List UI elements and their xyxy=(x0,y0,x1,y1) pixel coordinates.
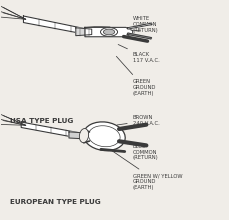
Text: GREEN W/ YELLOW
GROUND
(EARTH): GREEN W/ YELLOW GROUND (EARTH) xyxy=(112,151,182,190)
Polygon shape xyxy=(21,122,80,138)
Text: EUROPEAN TYPE PLUG: EUROPEAN TYPE PLUG xyxy=(10,199,101,205)
Text: BLUE
COMMON
(RETURN): BLUE COMMON (RETURN) xyxy=(116,138,158,160)
Text: BLACK
117 V.A.C.: BLACK 117 V.A.C. xyxy=(118,44,159,63)
Ellipse shape xyxy=(79,128,89,143)
Polygon shape xyxy=(76,28,92,36)
Polygon shape xyxy=(127,33,152,39)
Polygon shape xyxy=(127,23,152,29)
Polygon shape xyxy=(69,132,85,139)
Text: BROWN
240 V.A.C.: BROWN 240 V.A.C. xyxy=(117,116,159,126)
Ellipse shape xyxy=(83,122,125,150)
Text: USA TYPE PLUG: USA TYPE PLUG xyxy=(10,118,73,124)
Ellipse shape xyxy=(103,29,115,35)
Text: WHITE
COMMON
(RETURN): WHITE COMMON (RETURN) xyxy=(116,16,158,33)
Text: GREEN
GROUND
(EARTH): GREEN GROUND (EARTH) xyxy=(116,56,156,96)
Polygon shape xyxy=(85,27,133,37)
Ellipse shape xyxy=(101,28,117,36)
Ellipse shape xyxy=(88,126,120,147)
Polygon shape xyxy=(23,16,87,35)
